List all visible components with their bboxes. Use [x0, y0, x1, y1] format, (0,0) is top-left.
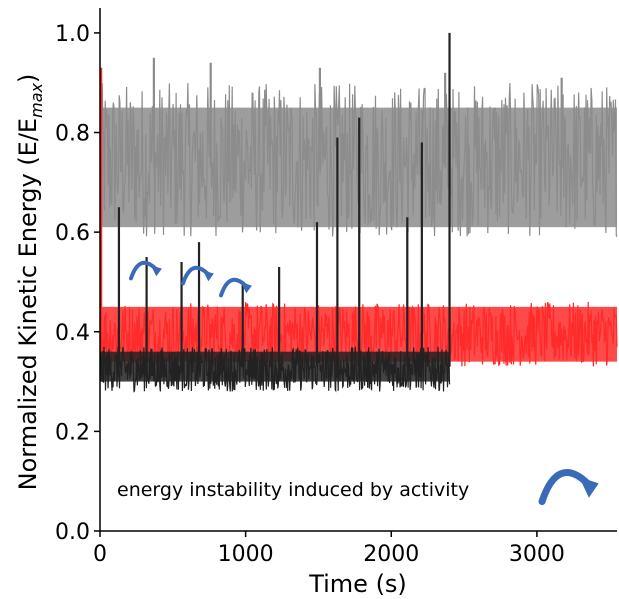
y-tick-label: 0.0	[55, 520, 90, 545]
curved-arrow-icon-1	[129, 260, 162, 281]
y-axis-label: Normalized Kinetic Energy (E/Emax)	[14, 74, 46, 491]
y-tick-label: 0.6	[55, 221, 90, 246]
x-tick-label: 1000	[218, 542, 274, 567]
annotation-text: energy instability induced by activity	[117, 479, 469, 501]
plot-area	[99, 32, 618, 393]
x-tick-label: 0	[93, 542, 107, 567]
ticks: 0 1000 2000 3000 0.0 0.2 0.4 0.6 0.8 1.0	[55, 22, 565, 567]
series-2	[99, 32, 451, 393]
arrows	[129, 260, 599, 506]
x-tick-label: 3000	[509, 542, 565, 567]
x-axis-label: Time (s)	[308, 570, 407, 598]
axes	[99, 8, 617, 532]
curved-arrow-icon-large	[538, 469, 599, 506]
curved-arrow-icon-3	[219, 277, 252, 298]
curved-arrow-icon-2	[181, 265, 214, 286]
y-tick-label: 0.4	[55, 321, 90, 346]
x-tick-label: 2000	[363, 542, 419, 567]
y-tick-label: 0.8	[55, 122, 90, 147]
series-2-noise	[99, 346, 451, 393]
y-tick-label: 0.2	[55, 420, 90, 445]
y-tick-label: 1.0	[55, 22, 90, 47]
